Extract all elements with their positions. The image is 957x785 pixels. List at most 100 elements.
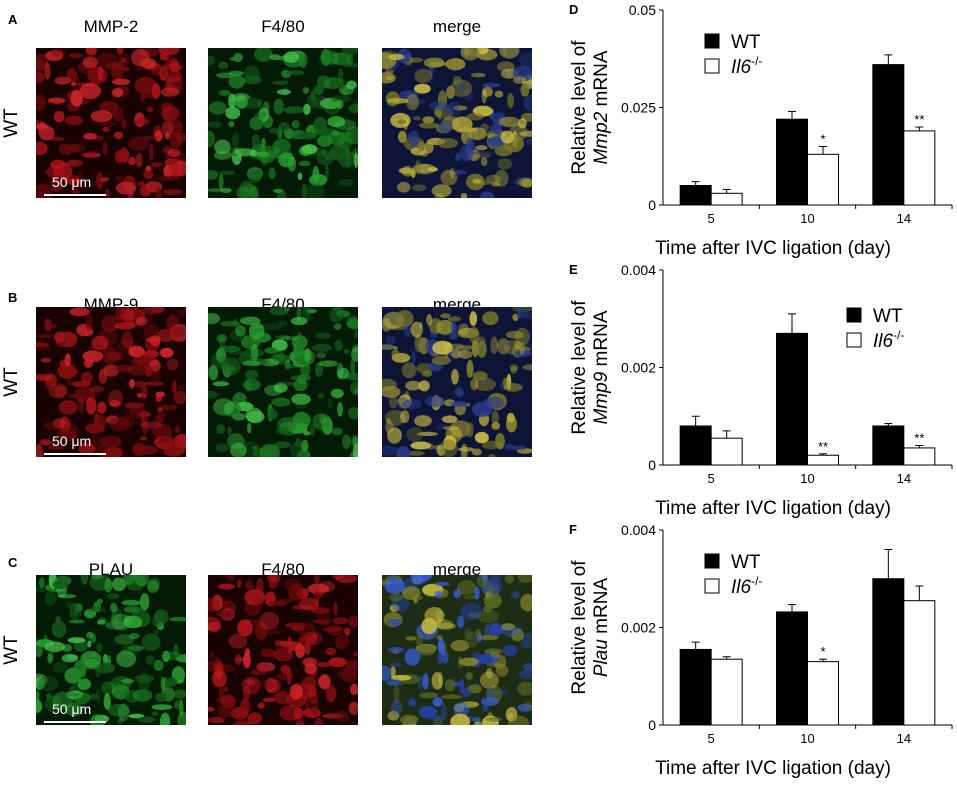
- bar-chart: D 0 0.025 0.05 5 10 * 14 ** Time after IVC ligati…: [569, 2, 953, 259]
- micrograph-title: merge: [432, 560, 482, 579]
- y-tick-label: 0.002: [621, 620, 656, 636]
- legend-swatch-ko: [846, 332, 862, 348]
- scale-bar: [44, 453, 106, 455]
- significance-mark: **: [914, 112, 924, 127]
- legend-swatch-wt: [704, 33, 720, 49]
- row-label-wt: WT: [1, 635, 22, 665]
- significance-mark: **: [818, 439, 828, 454]
- bar-il6-ko: [903, 447, 936, 466]
- x-axis-label: Time after IVC ligation (day): [655, 758, 891, 779]
- scale-bar-label: 50 μm: [52, 433, 92, 449]
- micrograph-image: [208, 307, 358, 457]
- row-label-wt: WT: [1, 108, 22, 138]
- bar-wt: [872, 64, 905, 206]
- bar-il6-ko: [710, 437, 743, 466]
- y-axis-label-line1: Relative level of: [569, 560, 590, 695]
- micrograph-image: [36, 48, 186, 198]
- bar-il6-ko: [903, 600, 936, 726]
- panel-label: C: [8, 555, 18, 570]
- y-tick-label: 0: [648, 457, 656, 473]
- y-axis-gene: Plau: [591, 639, 612, 677]
- legend-label-wt: WT: [731, 552, 761, 573]
- micrograph-title: merge: [432, 17, 482, 36]
- bar-il6-ko: [710, 192, 743, 206]
- legend-ko-base: Il6: [873, 331, 894, 352]
- significance-mark: *: [820, 132, 825, 147]
- x-axis-label: Time after IVC ligation (day): [655, 238, 891, 259]
- bar-wt: [679, 425, 712, 466]
- micrograph-image: [382, 575, 532, 725]
- bar-wt: [872, 578, 905, 726]
- legend-swatch-wt: [704, 553, 720, 569]
- y-axis-suffix: mRNA: [591, 50, 612, 112]
- panel-label: A: [8, 12, 18, 27]
- x-axis-label: Time after IVC ligation (day): [655, 498, 891, 519]
- bar-wt: [872, 425, 905, 466]
- y-tick-label: 0: [648, 717, 656, 733]
- legend-label-wt: WT: [731, 32, 761, 53]
- micrograph-image: [36, 307, 186, 457]
- bar-wt: [776, 611, 808, 726]
- micrograph-image: [208, 575, 358, 725]
- y-axis-suffix: mRNA: [591, 578, 612, 640]
- y-axis-gene: Mmp9: [591, 371, 612, 424]
- micrograph-image: [382, 48, 532, 198]
- y-axis-label-line1: Relative level of: [569, 40, 590, 175]
- legend-label-wt: WT: [873, 306, 903, 327]
- y-tick-label: 0.004: [621, 522, 656, 538]
- micrograph-image: [382, 307, 532, 457]
- y-tick-label: 0.004: [621, 262, 656, 278]
- micrograph-image: [208, 48, 358, 198]
- panel-label: E: [569, 262, 578, 277]
- row-label-wt: WT: [1, 367, 22, 397]
- scale-bar-label: 50 μm: [52, 701, 92, 717]
- legend-label-ko: Il6-/-: [731, 54, 762, 78]
- panel-label: D: [569, 2, 578, 17]
- bar-il6-ko: [710, 658, 743, 726]
- legend-ko-base: Il6: [731, 577, 752, 598]
- y-tick-label: 0: [648, 197, 656, 213]
- micrograph-title: F4/80: [261, 17, 305, 36]
- significance-mark: *: [820, 644, 825, 659]
- y-tick-label: 0.025: [621, 100, 656, 116]
- legend-label-ko: Il6-/-: [731, 574, 762, 598]
- scale-bar: [44, 194, 106, 196]
- x-tick-label: 10: [800, 731, 814, 746]
- panel-label: B: [8, 290, 18, 305]
- bar-il6-ko: [903, 130, 936, 206]
- x-tick-label: 14: [897, 211, 911, 226]
- legend-swatch-ko: [704, 58, 720, 74]
- y-tick-label: 0.05: [629, 2, 656, 18]
- legend-swatch-wt: [846, 307, 862, 323]
- legend-ko-sup: -/-: [893, 328, 904, 342]
- x-tick-label: 10: [800, 471, 814, 486]
- x-tick-label: 14: [897, 471, 911, 486]
- y-axis-label-line2: Plau mRNA: [591, 578, 612, 678]
- panel-label: F: [569, 522, 577, 537]
- bar-wt: [679, 185, 712, 206]
- legend-ko-sup: -/-: [751, 54, 762, 68]
- x-tick-label: 5: [708, 211, 715, 226]
- significance-mark: **: [914, 431, 924, 446]
- bar-il6-ko: [807, 454, 839, 466]
- y-axis-label-line1: Relative level of: [569, 300, 590, 435]
- y-axis-label-line2: Mmp2 mRNA: [591, 50, 612, 164]
- bar-il6-ko: [807, 661, 839, 726]
- y-tick-label: 0.002: [621, 360, 656, 376]
- x-tick-label: 5: [708, 731, 715, 746]
- x-tick-label: 5: [708, 471, 715, 486]
- y-axis-suffix: mRNA: [591, 310, 612, 372]
- scale-bar: [44, 721, 106, 723]
- y-axis-label-line2: Mmp9 mRNA: [591, 310, 612, 424]
- legend-label-ko: Il6-/-: [873, 328, 904, 352]
- bar-il6-ko: [807, 153, 839, 206]
- legend-swatch-ko: [704, 578, 720, 594]
- legend-ko-base: Il6: [731, 57, 752, 78]
- bar-wt: [776, 332, 808, 466]
- bar-wt: [679, 648, 712, 726]
- legend-ko-sup: -/-: [751, 574, 762, 588]
- micrograph-title: MMP-2: [83, 17, 139, 36]
- bar-chart: F 0 0.002 0.004 5 10 * 14 Time after IVC ligatio…: [569, 522, 953, 779]
- x-tick-label: 14: [897, 731, 911, 746]
- micrograph-image: [36, 575, 186, 725]
